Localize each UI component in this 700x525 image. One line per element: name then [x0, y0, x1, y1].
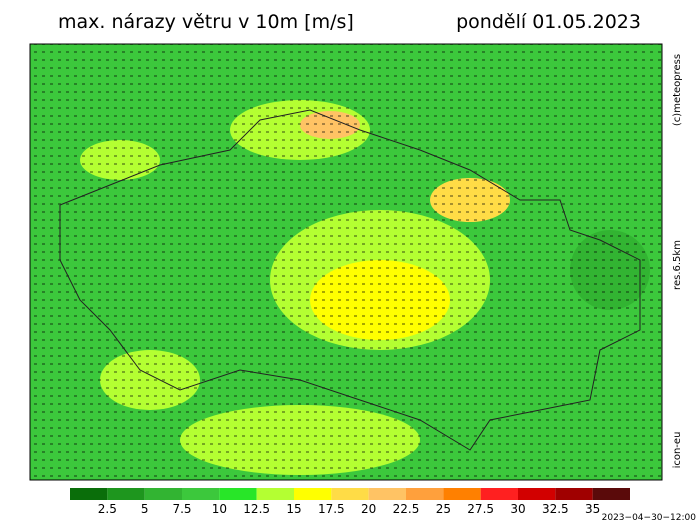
legend-label: 2.5	[98, 502, 117, 516]
legend-swatch	[219, 488, 257, 500]
resolution-label: res.6.5km	[672, 240, 683, 290]
legend-label: 17.5	[318, 502, 345, 516]
legend-swatch	[518, 488, 556, 500]
legend-swatch	[555, 488, 593, 500]
legend-label: 10	[212, 502, 227, 516]
wind-field	[29, 43, 663, 481]
legend-swatch	[294, 488, 332, 500]
legend-label: 5	[141, 502, 149, 516]
legend-swatch	[144, 488, 182, 500]
legend-swatch	[182, 488, 220, 500]
legend-swatch	[480, 488, 518, 500]
legend-label: 30	[510, 502, 525, 516]
legend-label: 12.5	[243, 502, 270, 516]
map-date: pondělí 01.05.2023	[456, 11, 641, 33]
legend-swatch	[406, 488, 444, 500]
legend-label: 27.5	[467, 502, 494, 516]
copyright-label: (c)meteopress	[672, 54, 683, 126]
model-label: icon-eu	[672, 432, 683, 469]
legend-swatch	[70, 488, 108, 500]
legend-label: 35	[585, 502, 600, 516]
timestamp: 2023−04−30−12:00	[602, 513, 697, 523]
legend-swatch	[368, 488, 406, 500]
color-legend: 2.5 5 7.5 10 12.5 15 17.5 20 22.5 25 27.5 30 32.5 35	[70, 488, 630, 516]
legend-label: 20	[361, 502, 376, 516]
legend-swatch	[331, 488, 369, 500]
legend-label: 25	[436, 502, 451, 516]
legend-swatch	[256, 488, 294, 500]
legend-label: 22.5	[393, 502, 420, 516]
map-title: max. nárazy větru v 10m [m/s]	[58, 11, 354, 33]
legend-label: 7.5	[172, 502, 191, 516]
legend-label: 15	[286, 502, 301, 516]
legend-swatch	[592, 488, 630, 500]
legend-label: 32.5	[542, 502, 569, 516]
legend-swatch	[443, 488, 481, 500]
legend-swatch	[107, 488, 145, 500]
